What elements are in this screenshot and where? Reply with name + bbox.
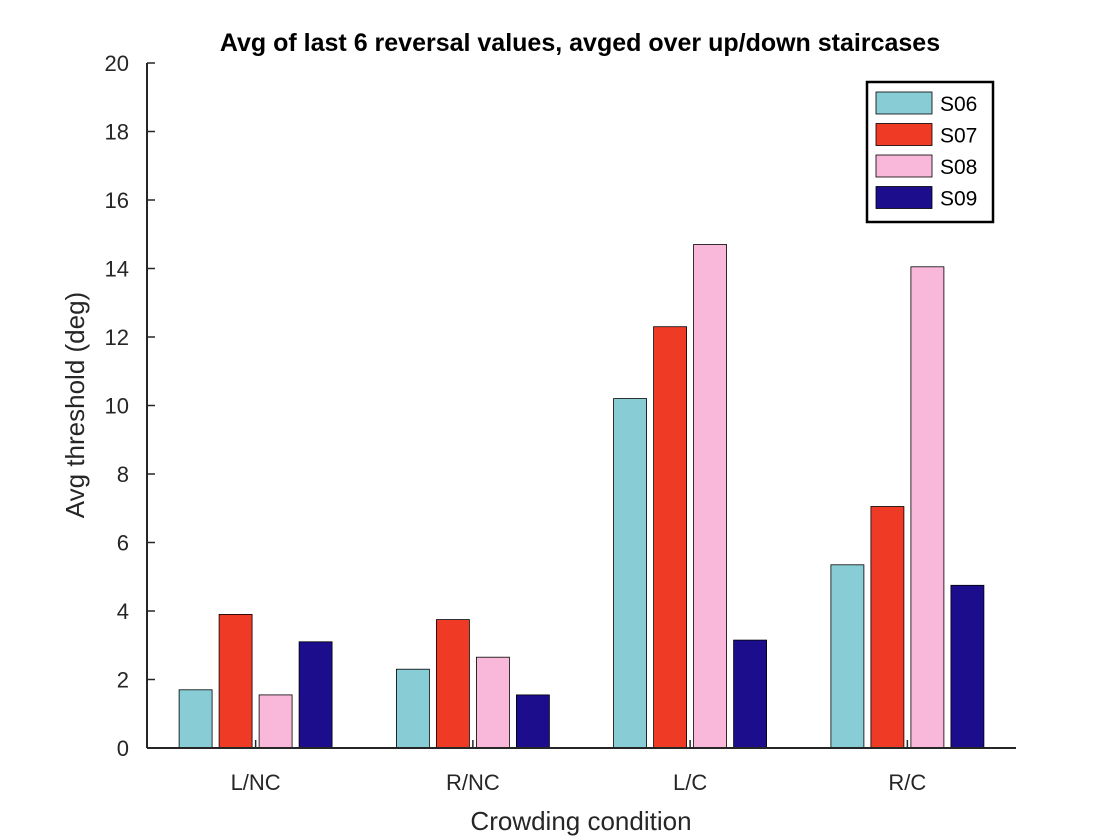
legend-label-s09: S09 [940,188,977,211]
x-tick-label: L/NC [231,770,281,795]
y-tick-label: 12 [105,325,129,350]
legend-swatch-s08 [875,154,933,178]
y-axis-title: Avg threshold (deg) [60,292,90,518]
bar-s09-r-c [950,584,985,749]
legend-swatch-s06 [875,91,933,115]
y-tick-label: 0 [117,736,129,761]
chart-title: Avg of last 6 reversal values, avged ove… [220,29,940,57]
y-tick-label: 10 [105,394,129,419]
bar-s07-l-c [653,326,687,749]
bar-s08-l-c [693,244,727,749]
bar-s09-l-c [733,639,767,749]
y-tick-label: 20 [105,51,129,76]
bar-s09-l-nc [298,641,333,749]
x-tick-label: L/C [673,770,707,795]
legend: S06 S07 S08 S09 [865,80,995,224]
y-tick-label: 18 [105,120,129,145]
bar-s08-r-c [910,266,945,749]
bar-s06-l-nc [178,689,213,749]
bar-s07-l-nc [218,614,253,749]
legend-label-s07: S07 [940,125,977,148]
bar-s08-r-nc [475,656,510,749]
legend-swatch-s07 [875,123,933,146]
y-tick-label: 6 [117,531,129,556]
y-tick-label: 4 [117,599,129,624]
bar-s09-r-nc [516,694,550,749]
bar-s06-l-c [613,398,647,749]
y-tick-label: 14 [105,257,129,282]
bar-s06-r-c [830,564,865,749]
bar-s07-r-nc [435,619,470,749]
legend-label-s06: S06 [940,93,977,116]
y-tick-label: 2 [117,668,129,693]
x-tick-label: R/NC [446,770,500,795]
x-tick-label: R/C [888,770,926,795]
y-tick-label: 8 [117,462,129,487]
bar-s07-r-c [870,506,905,749]
legend-label-s08: S08 [940,156,977,179]
x-axis-title: Crowding condition [470,806,691,836]
bars-layer [178,244,985,749]
bar-s08-l-nc [258,694,293,749]
legend-swatch-s09 [875,186,933,209]
axes-layer: 0 2 4 6 8 10 12 14 16 18 20 L/NC R/NC L/C R/C [105,51,1016,795]
bar-s06-r-nc [395,668,430,749]
y-tick-label: 16 [105,188,129,213]
